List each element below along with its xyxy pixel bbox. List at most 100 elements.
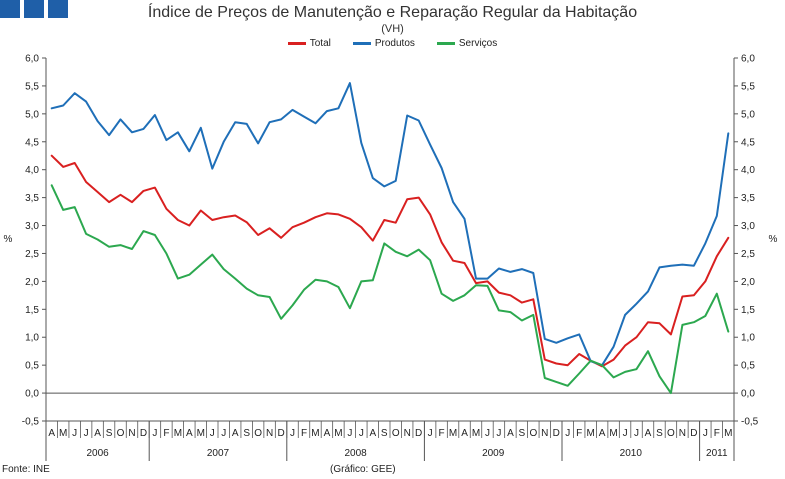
- x-tick-label: A: [94, 428, 101, 439]
- x-year-label: 2007: [207, 448, 230, 459]
- y-tick-label-right: 4,5: [741, 137, 755, 148]
- legend-label-total: Total: [309, 38, 331, 49]
- x-tick-label: A: [48, 428, 55, 439]
- y-tick-label-left: 6,0: [25, 54, 39, 65]
- y-tick-label-right: 6,0: [741, 54, 755, 65]
- x-tick-label: J: [359, 428, 364, 439]
- x-tick-label: F: [576, 428, 582, 439]
- y-tick-label-left: 1,5: [25, 305, 39, 316]
- y-tick-label-left: 3,0: [25, 221, 39, 232]
- y-tick-label-right: 2,5: [741, 249, 755, 260]
- x-tick-label: S: [519, 428, 526, 439]
- x-tick-label: M: [311, 428, 319, 439]
- x-tick-label: M: [174, 428, 182, 439]
- y-tick-label-left: -0,5: [22, 417, 40, 428]
- x-tick-label: N: [541, 428, 548, 439]
- x-tick-label: D: [690, 428, 697, 439]
- x-tick-label: A: [645, 428, 652, 439]
- y-tick-label-right: 5,5: [741, 81, 755, 92]
- x-tick-label: O: [667, 428, 675, 439]
- x-tick-label: M: [609, 428, 617, 439]
- x-tick-label: M: [472, 428, 480, 439]
- y-tick-label-right: -0,5: [741, 417, 759, 428]
- y-tick-label-left: 0,5: [25, 361, 39, 372]
- legend-item-total: Total: [287, 38, 331, 49]
- x-tick-label: S: [243, 428, 250, 439]
- y-tick-label-left: 1,0: [25, 333, 39, 344]
- x-tick-label: F: [714, 428, 720, 439]
- x-tick-label: J: [565, 428, 570, 439]
- x-tick-label: N: [404, 428, 411, 439]
- logo: [0, 0, 68, 18]
- x-tick-label: J: [496, 428, 501, 439]
- x-tick-label: N: [128, 428, 135, 439]
- x-tick-label: S: [656, 428, 663, 439]
- x-tick-label: A: [599, 428, 606, 439]
- x-tick-label: D: [415, 428, 422, 439]
- x-tick-label: A: [232, 428, 239, 439]
- y-tick-label-right: 3,5: [741, 193, 755, 204]
- x-tick-label: F: [439, 428, 445, 439]
- legend-label-produtos: Produtos: [374, 38, 415, 49]
- x-tick-label: D: [553, 428, 560, 439]
- y-tick-label-left: 2,5: [25, 249, 39, 260]
- x-tick-label: J: [72, 428, 77, 439]
- x-year-label: 2009: [482, 448, 505, 459]
- y-axis-label-right: %: [769, 234, 778, 245]
- x-tick-label: F: [301, 428, 307, 439]
- legend-swatch-total: [287, 42, 306, 45]
- x-tick-label: J: [84, 428, 89, 439]
- y-tick-label-right: 2,0: [741, 277, 755, 288]
- y-tick-label-left: 4,0: [25, 165, 39, 176]
- x-year-label: 2011: [706, 448, 728, 459]
- x-tick-label: M: [197, 428, 205, 439]
- x-tick-label: M: [334, 428, 342, 439]
- x-tick-label: O: [254, 428, 262, 439]
- x-tick-label: D: [140, 428, 147, 439]
- x-tick-label: D: [277, 428, 284, 439]
- logo-square: [24, 0, 44, 18]
- x-tick-label: M: [586, 428, 594, 439]
- x-tick-label: J: [290, 428, 295, 439]
- y-tick-label-right: 5,0: [741, 109, 755, 120]
- y-tick-label-right: 0,5: [741, 361, 755, 372]
- legend-item-produtos: Produtos: [352, 38, 415, 49]
- x-tick-label: M: [59, 428, 67, 439]
- x-tick-label: A: [369, 428, 376, 439]
- x-tick-label: N: [679, 428, 686, 439]
- x-year-label: 2006: [86, 448, 109, 459]
- x-tick-label: J: [485, 428, 490, 439]
- series-line-produtos: [50, 82, 730, 367]
- y-tick-label-right: 4,0: [741, 165, 755, 176]
- x-tick-label: O: [117, 428, 125, 439]
- x-tick-label: J: [623, 428, 628, 439]
- series-line-servicos: [50, 184, 730, 395]
- y-tick-label-left: 5,0: [25, 109, 39, 120]
- y-tick-label-right: 3,0: [741, 221, 755, 232]
- legend-swatch-servicos: [436, 42, 455, 45]
- chart-credit: (Gráfico: GEE): [330, 464, 396, 475]
- y-tick-label-left: 4,5: [25, 137, 39, 148]
- y-tick-label-right: 1,0: [741, 333, 755, 344]
- x-tick-label: A: [186, 428, 193, 439]
- x-year-label: 2010: [620, 448, 643, 459]
- x-tick-label: O: [529, 428, 537, 439]
- chart-subtitle: (VH): [381, 23, 404, 35]
- legend-label-servicos: Serviços: [458, 38, 498, 49]
- x-tick-label: M: [724, 428, 732, 439]
- x-tick-label: J: [210, 428, 215, 439]
- x-tick-label: J: [152, 428, 157, 439]
- y-tick-label-right: 0,0: [741, 389, 755, 400]
- x-tick-label: S: [106, 428, 113, 439]
- y-axis-label-left: %: [4, 234, 13, 245]
- chart-title: Índice de Preços de Manutenção e Reparaç…: [147, 4, 638, 21]
- x-tick-label: J: [634, 428, 639, 439]
- y-tick-label-left: 5,5: [25, 81, 39, 92]
- legend-item-servicos: Serviços: [436, 38, 498, 49]
- y-tick-label-left: 2,0: [25, 277, 39, 288]
- logo-square: [48, 0, 68, 18]
- legend: Total Produtos Serviços: [0, 38, 785, 49]
- x-tick-label: F: [163, 428, 169, 439]
- x-tick-label: A: [507, 428, 514, 439]
